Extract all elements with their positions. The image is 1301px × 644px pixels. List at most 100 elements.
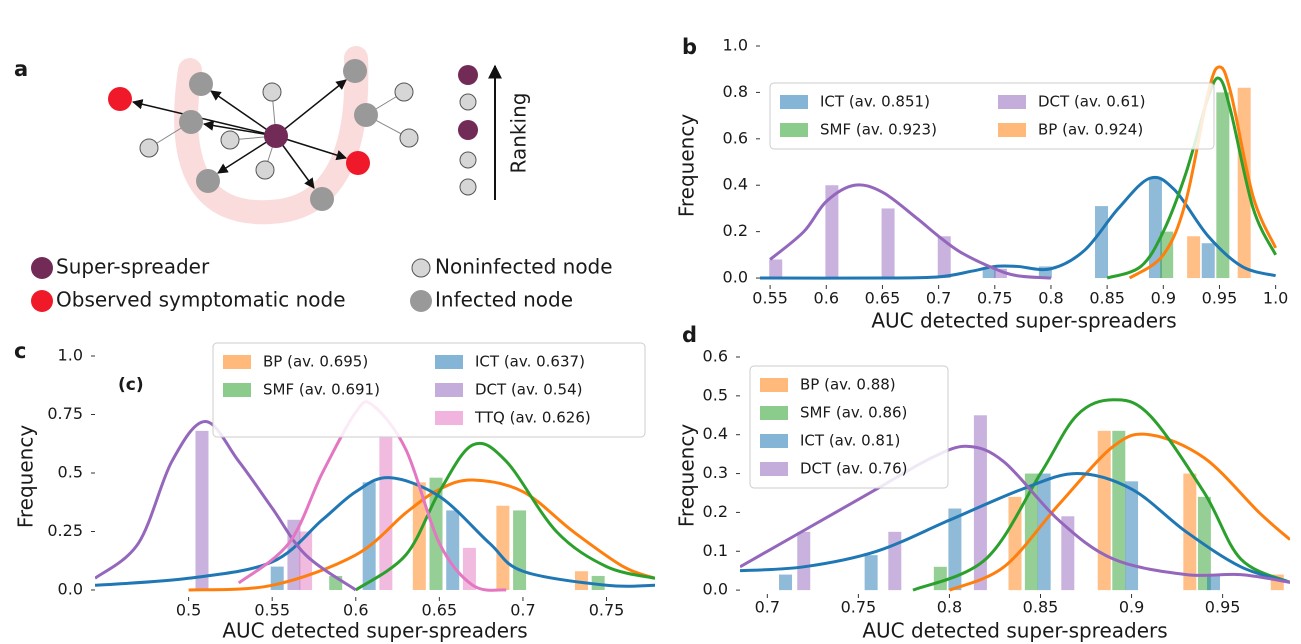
bar: [379, 435, 393, 590]
bar: [362, 482, 376, 590]
x-tick-label: 0.65: [422, 601, 458, 620]
legend-box: [212, 342, 646, 438]
legend-swatch: [760, 378, 788, 392]
density-curve: [769, 183, 1052, 280]
legend-swatch: [998, 95, 1026, 109]
y-tick-label: 0.25: [47, 521, 83, 540]
x-tick-label: 0.9: [1151, 289, 1176, 308]
panel-label: a: [14, 57, 28, 81]
legend-swatch: [435, 383, 463, 397]
bar: [1187, 236, 1201, 279]
legend: BP (av. 0.695) SMF (av. 0.691) ICT (av. 0.…: [212, 342, 646, 438]
legend-swatch: [998, 123, 1026, 137]
x-tick-label: 0.6: [814, 289, 839, 308]
density-curve: [95, 476, 655, 588]
bar: [195, 430, 209, 590]
x-tick-label: 0.75: [977, 289, 1013, 308]
x-tick-label: 0.9: [1119, 598, 1144, 617]
ranking-label: Ranking: [507, 93, 531, 174]
legend-swatch: [760, 434, 788, 448]
arrows: [131, 79, 348, 189]
y-tick-label: 0.0: [723, 268, 748, 287]
legend-swatch: [435, 355, 463, 369]
legend-text: Observed symptomatic node: [56, 288, 346, 312]
x-tick-label: 0.55: [752, 289, 788, 308]
bar: [1097, 430, 1111, 591]
legend-swatch: [435, 411, 463, 425]
panel-a: a Ranki: [14, 46, 613, 312]
legend-label: ICT (av. 0.851): [820, 93, 930, 111]
y-tick-label: 1.0: [723, 36, 748, 55]
infection-arc: [174, 46, 369, 225]
y-axis-label: Frequency: [675, 424, 699, 527]
x-tick-label: 0.7: [926, 289, 951, 308]
bar: [797, 531, 811, 591]
legend-swatch: [780, 123, 808, 137]
nodes: [108, 59, 419, 211]
y-tick-label: 0.2: [703, 502, 728, 521]
y-axis-label: Frequency: [675, 114, 699, 217]
x-tick-label: 0.95: [1202, 289, 1238, 308]
density-curve: [188, 478, 655, 592]
legend-label: ICT (av. 0.81): [800, 432, 900, 450]
density-curve: [95, 420, 357, 592]
y-tick-label: 0.6: [723, 128, 748, 147]
panel-label: b: [682, 35, 697, 59]
x-tick-label: 0.85: [1023, 598, 1059, 617]
legend: ICT (av. 0.851) SMF (av. 0.923) DCT (av. 0…: [769, 82, 1215, 150]
y-tick-label: 0.8: [723, 82, 748, 101]
bar: [1112, 430, 1126, 591]
x-tick-label: 0.8: [937, 598, 962, 617]
plot-area: [740, 398, 1290, 592]
x-axis-label: AUC detected super-spreaders: [871, 309, 1176, 333]
bar: [948, 508, 962, 591]
bar: [574, 571, 588, 590]
diagram-legend: Super-spreader Observed symptomatic node…: [31, 255, 613, 312]
bar: [1125, 481, 1139, 591]
legend: BP (av. 0.88) SMF (av. 0.86) ICT (av. 0.81…: [749, 365, 949, 489]
density-curve: [912, 398, 1290, 592]
legend-label: DCT (av. 0.76): [800, 460, 908, 478]
x-axis-label: AUC detected super-spreaders: [222, 619, 527, 643]
x-tick-label: 0.7: [755, 598, 780, 617]
legend-label: ICT (av. 0.637): [475, 353, 585, 371]
bar: [1216, 92, 1230, 279]
bar: [973, 415, 987, 591]
x-tick-label: 0.6: [343, 601, 368, 620]
panel-d: d 0.7 0.75 0.8 0.85 0.9 0.95 0.0 0.1 0.2 0.3 0.4 0.5…: [675, 323, 1290, 643]
x-tick-label: 1.0: [1263, 289, 1288, 308]
density-curve: [740, 444, 1290, 584]
legend-swatch: [223, 383, 251, 397]
y-tick-label: 0.2: [723, 221, 748, 240]
y-tick-label: 0.0: [703, 580, 728, 599]
x-axis-label: AUC detected super-spreaders: [862, 619, 1167, 643]
legend-box: [769, 82, 1215, 150]
bar: [937, 236, 951, 279]
bar: [1024, 473, 1038, 591]
bar: [825, 185, 839, 279]
y-tick-label: 0.6: [703, 347, 728, 366]
bar: [993, 268, 1007, 279]
bar: [1038, 266, 1052, 279]
bar: [496, 505, 510, 590]
legend-label: DCT (av. 0.61): [1038, 93, 1146, 111]
legend-label: BP (av. 0.88): [800, 376, 896, 394]
bar: [982, 268, 996, 279]
legend-swatch: [780, 95, 808, 109]
y-tick-label: 0.5: [703, 385, 728, 404]
bar: [881, 208, 895, 279]
bar: [1008, 496, 1022, 591]
panel-b: b 0.55 0.6 0.65 0.7 0.75 0.8 0.85 0.9 0.95 1.0 0.0 0…: [675, 35, 1289, 333]
density-curve: [1128, 65, 1278, 280]
bar: [1183, 473, 1197, 591]
legend-box: [749, 365, 949, 489]
bar: [1095, 206, 1109, 279]
bar: [513, 510, 527, 590]
annotation: (c): [118, 375, 144, 395]
y-tick-label: 0.1: [703, 541, 728, 560]
y-tick-label: 0.5: [58, 462, 83, 481]
y-axis-label: Frequency: [14, 425, 38, 528]
bar: [1037, 473, 1051, 591]
plot-area: [760, 65, 1278, 280]
bar: [1207, 574, 1221, 591]
